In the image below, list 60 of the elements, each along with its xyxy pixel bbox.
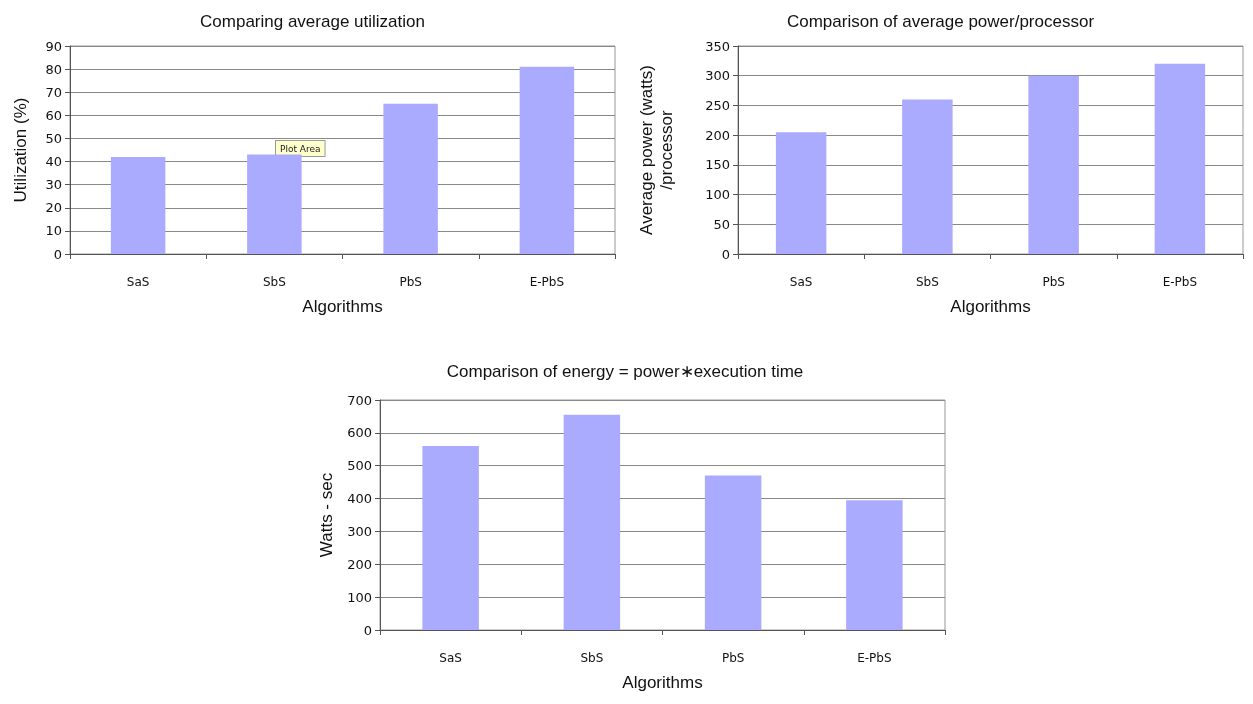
x-tick-label: SbS	[262, 275, 286, 289]
bar	[775, 132, 827, 254]
bar	[1154, 63, 1206, 254]
y-tick-label: 70	[45, 84, 62, 100]
x-tick-label: SbS	[915, 275, 939, 289]
y-tick-label: 300	[347, 523, 372, 539]
bar	[383, 103, 438, 254]
bar	[902, 99, 953, 254]
y-tick-label: 700	[347, 392, 372, 408]
x-axis-title: Algorithms	[302, 297, 383, 316]
y-tick-label: 500	[347, 458, 372, 474]
chart-title: Comparison of energy = power∗execution time	[446, 362, 804, 381]
chart-title: Comparing average utilization	[200, 12, 425, 31]
x-tick-label: PbS	[1042, 275, 1065, 289]
y-tick-label: 0	[53, 246, 62, 262]
bar	[1028, 75, 1079, 254]
bar	[247, 154, 302, 254]
y-tick-label: 0	[721, 246, 730, 262]
y-tick-label: 90	[45, 38, 62, 54]
y-tick-label: 300	[705, 68, 730, 84]
x-tick-label: PbS	[399, 275, 422, 289]
y-tick-label: 200	[347, 556, 372, 572]
annotation: Plot Area	[280, 143, 321, 154]
y-tick-label: 30	[45, 177, 62, 193]
y-tick-label: 200	[705, 127, 730, 143]
bar	[110, 156, 166, 254]
x-tick-label: E-PbS	[857, 651, 892, 665]
bar	[519, 66, 575, 254]
x-tick-label: SaS	[789, 275, 813, 289]
y-tick-label: 0	[363, 622, 372, 638]
y-tick-label: 400	[347, 491, 372, 507]
y-tick-label: 50	[713, 216, 730, 232]
x-axis-title: Algorithms	[622, 673, 703, 692]
x-tick-label: SaS	[439, 651, 462, 665]
bar	[704, 475, 762, 630]
y-axis-title: Watts - sec	[316, 472, 336, 558]
y-tick-label: 250	[705, 97, 730, 113]
y-tick-label: 100	[705, 187, 730, 203]
y-tick-label: 60	[45, 107, 62, 123]
y-tick-label: 40	[45, 154, 62, 170]
y-tick-label: 350	[705, 38, 730, 54]
y-tick-label: 80	[45, 61, 62, 77]
bar	[563, 414, 621, 630]
x-tick-label: E-PbS	[529, 275, 565, 289]
y-tick-label: 50	[45, 130, 62, 146]
y-tick-label: 600	[347, 425, 372, 441]
y-tick-label: 100	[347, 589, 372, 605]
y-tick-label: 150	[705, 157, 730, 173]
y-tick-label: 10	[45, 223, 62, 239]
x-tick-label: SbS	[580, 651, 604, 665]
y-tick-label: 20	[45, 200, 62, 216]
bar	[422, 446, 479, 630]
x-tick-label: SaS	[126, 275, 150, 289]
x-tick-label: PbS	[721, 651, 745, 665]
chart-title: Comparison of average power/processor	[786, 12, 1095, 31]
y-axis-title: Utilization (%)	[10, 97, 30, 203]
x-tick-label: E-PbS	[1162, 275, 1198, 289]
x-axis-title: Algorithms	[950, 297, 1031, 316]
bar	[846, 500, 903, 630]
y-axis-title: Average power (watts) /processor	[636, 65, 676, 235]
